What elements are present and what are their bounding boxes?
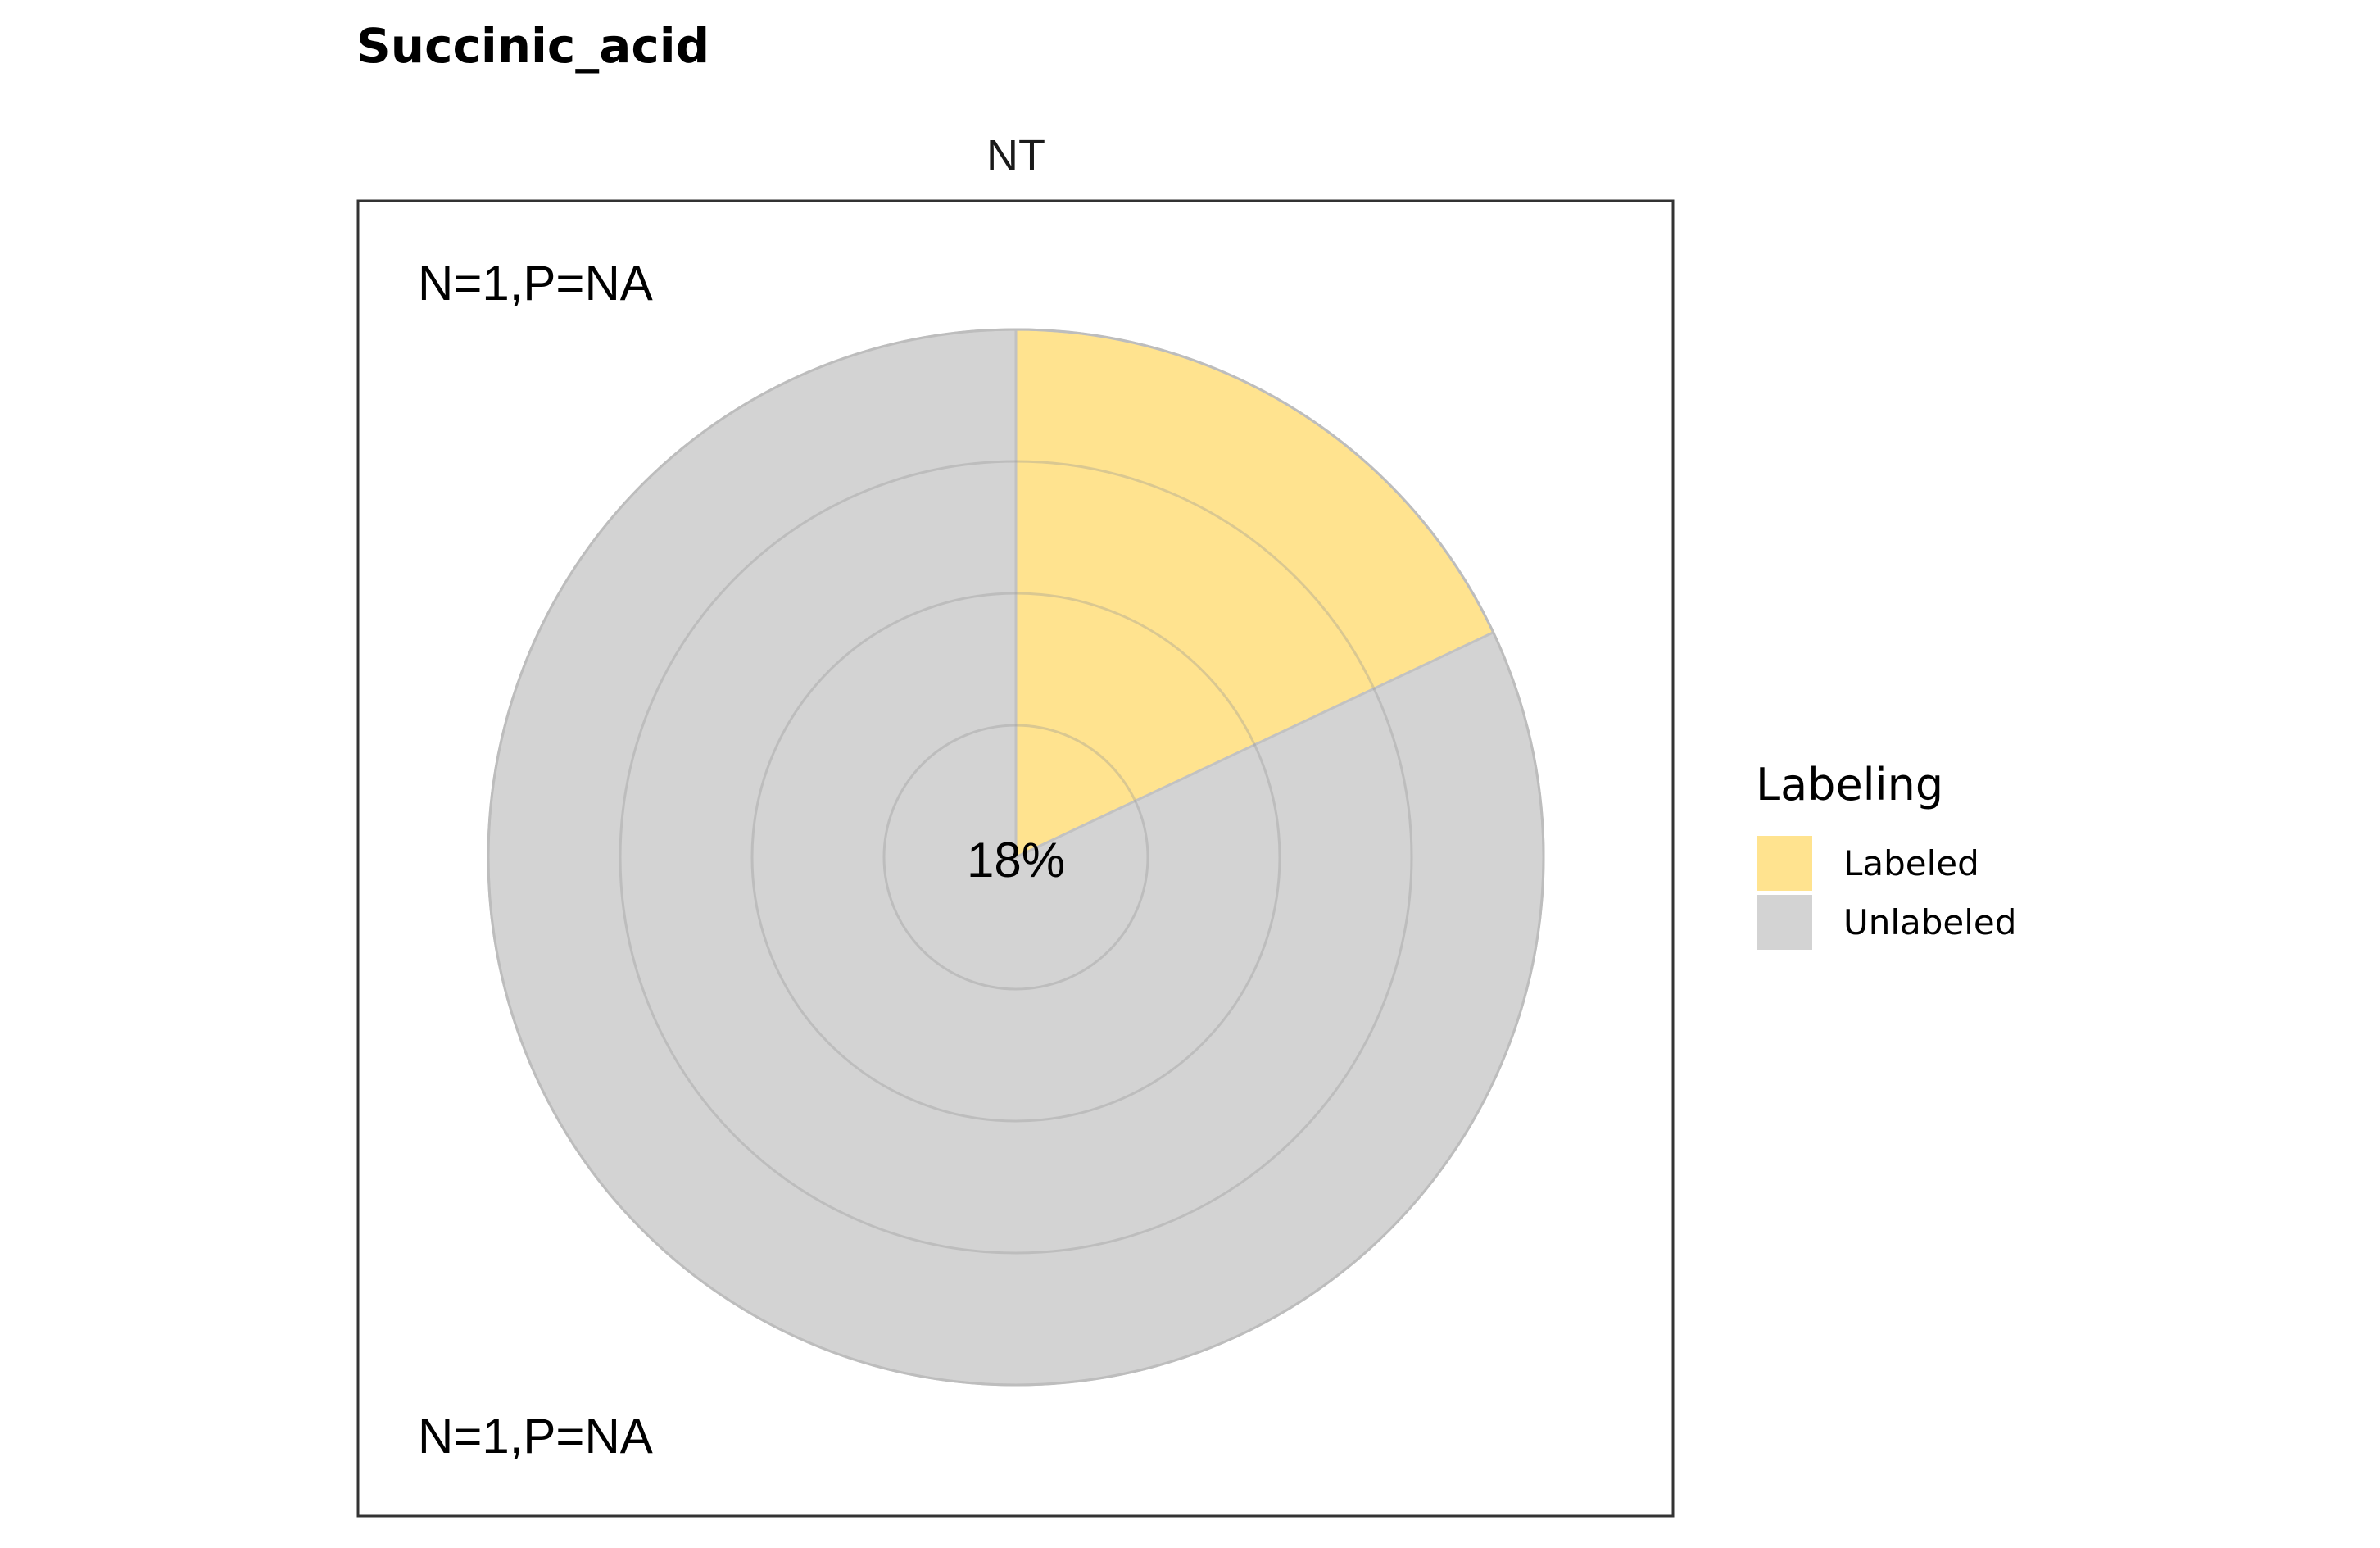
- chart-title: Succinic_acid: [356, 18, 709, 74]
- grid-ring: [619, 460, 1413, 1255]
- annotation-top: N=1,P=NA: [418, 256, 653, 311]
- legend-title: Labeling: [1756, 759, 1943, 810]
- legend-label-labeled: Labeled: [1843, 843, 1979, 883]
- grid-rings: [487, 328, 1545, 1387]
- grid-ring: [487, 328, 1545, 1387]
- panel-strip-label: NT: [986, 131, 1045, 180]
- grid-ring: [750, 592, 1281, 1123]
- center-percent-label: 18%: [967, 833, 1065, 887]
- grid-ring: [882, 724, 1149, 991]
- legend-swatch-unlabeled: [1757, 895, 1812, 950]
- legend-label-unlabeled: Unlabeled: [1843, 902, 2016, 942]
- legend-swatch-labeled: [1757, 836, 1812, 891]
- annotation-bottom: N=1,P=NA: [418, 1409, 653, 1464]
- legend: Labeling Labeled Unlabeled: [1756, 759, 2016, 950]
